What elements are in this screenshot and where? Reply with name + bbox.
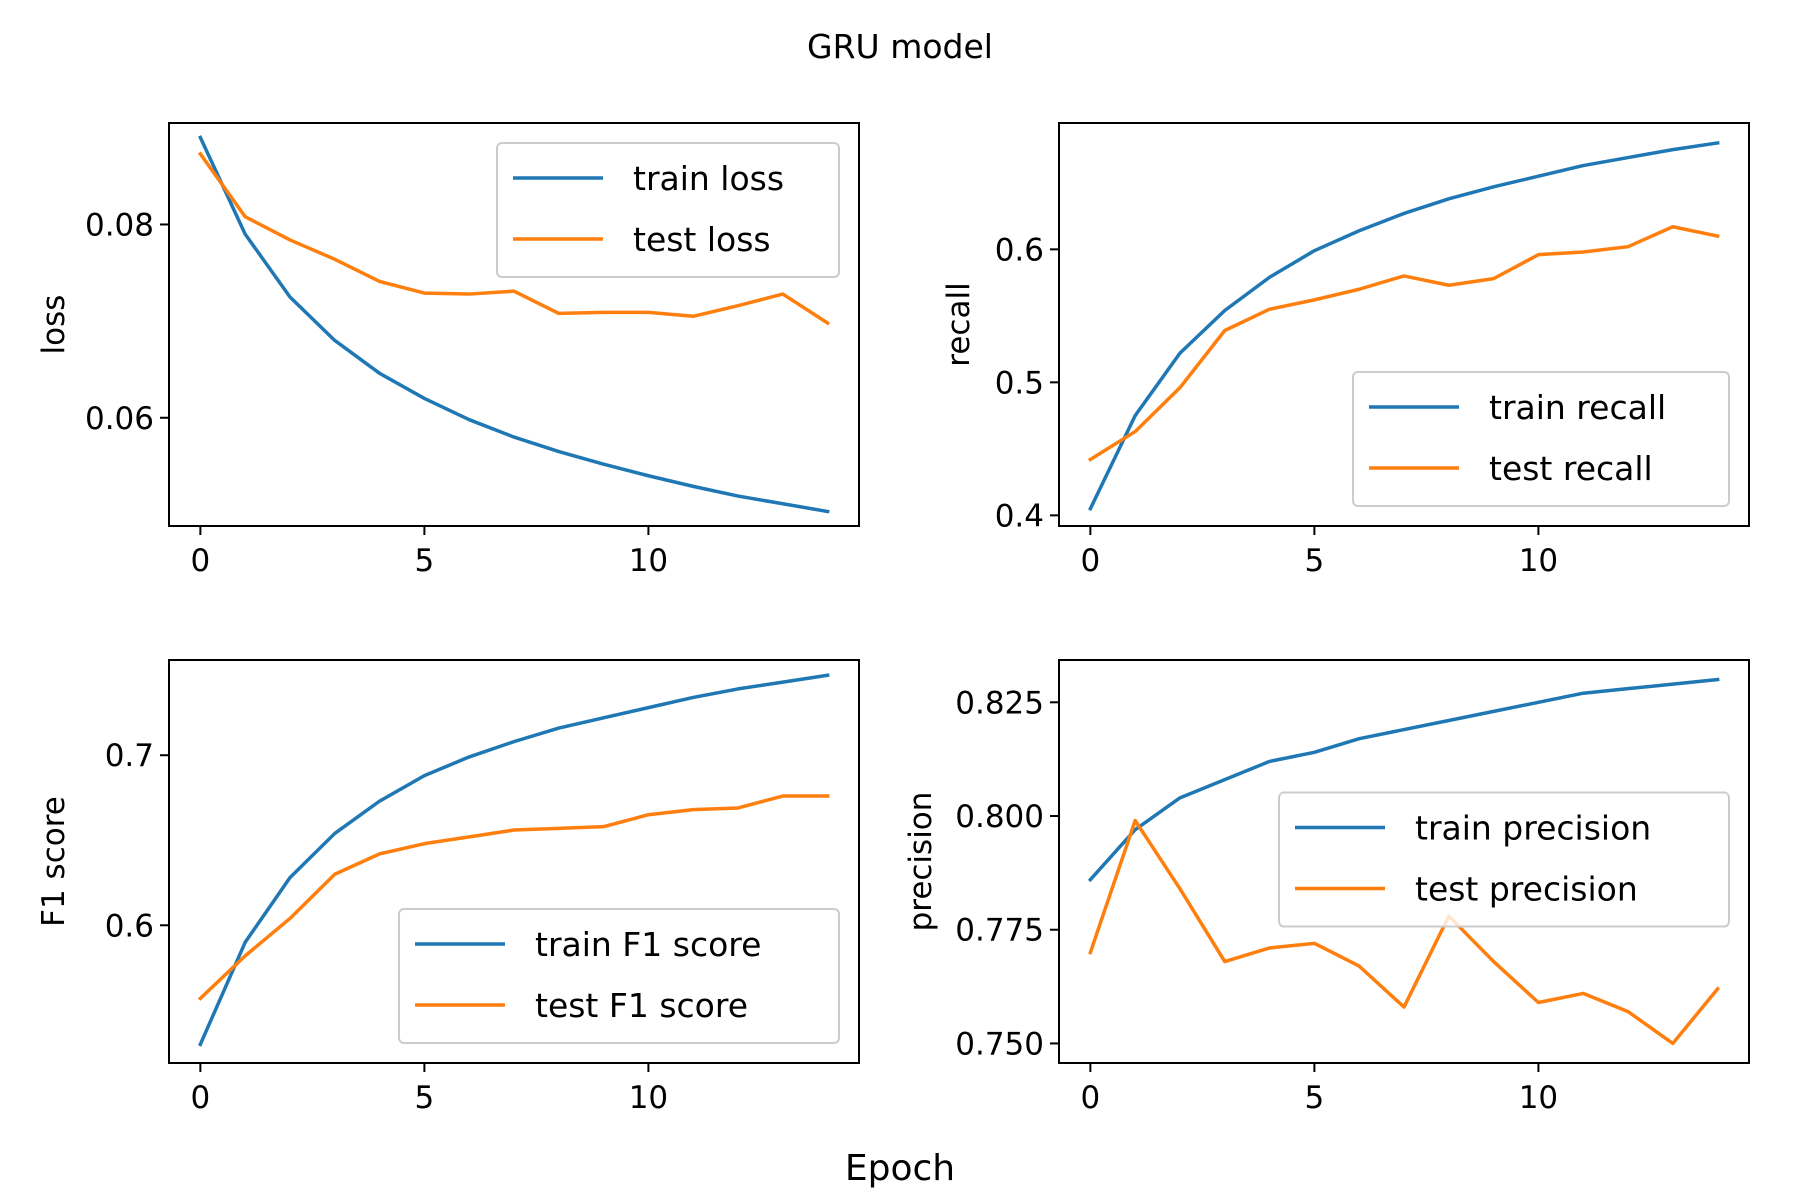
legend: train recall test recall [1352,371,1730,507]
legend-box [1278,791,1730,928]
x-tick-label: 0 [190,1080,210,1116]
y-tick-label: 0.08 [85,207,154,243]
legend-label: train F1 score [535,925,761,964]
legend-label: test F1 score [535,986,748,1025]
legend-box [398,908,840,1044]
series-line-test [1088,818,1721,1046]
y-axis-label: recall [941,282,977,366]
x-tick-label: 0 [190,543,210,579]
series-line-test [197,794,830,1001]
x-tick-label: 5 [1305,543,1325,579]
legend-label: test precision [1415,870,1638,909]
x-tick-label: 10 [1519,543,1558,579]
x-tick-label: 10 [1519,1080,1558,1116]
subplot-recall: 0 5 10 0.4 0.5 0.6 recall train recall test reca… [941,122,1750,579]
y-tick-label: 0.825 [955,685,1044,721]
y-axis-label: loss [36,295,72,355]
y-axis-label: F1 score [36,796,72,927]
y-tick-label: 0.4 [995,498,1044,534]
x-tick-label: 5 [1305,1080,1325,1116]
legend: train loss test loss [496,142,840,278]
legend-label: train precision [1415,809,1651,848]
x-tick-label: 0 [1080,543,1100,579]
x-tick-label: 10 [629,1080,668,1116]
axes-frame [1058,659,1750,1064]
axes-frame [168,122,860,527]
y-tick-label: 0.775 [955,913,1044,949]
series-line-train [198,673,830,1047]
series-line-test [197,151,831,326]
x-tick-label: 5 [415,1080,435,1116]
legend-label: test recall [1489,449,1653,488]
legend-label: train recall [1489,388,1666,427]
figure-title: GRU model [807,27,993,66]
y-tick-label: 0.6 [995,232,1044,268]
y-tick-label: 0.750 [955,1026,1044,1062]
y-tick-label: 0.800 [955,799,1044,835]
y-tick-label: 0.6 [105,908,154,944]
axes-frame [168,659,860,1064]
x-tick-label: 10 [629,543,668,579]
subplot-precision: 0 5 10 0.750 0.775 0.800 0.825 precision train p… [903,659,1750,1116]
y-tick-label: 0.06 [85,401,154,437]
figure-xlabel: Epoch [845,1148,955,1189]
legend-label: test loss [633,220,771,259]
axes-frame [1058,122,1750,527]
series-line-train [198,135,830,514]
legend: train F1 score test F1 score [398,908,840,1044]
x-tick-label: 5 [415,543,435,579]
legend-label: train loss [633,159,784,198]
series-line-test [1087,224,1720,462]
series-line-train [1088,140,1720,512]
y-tick-label: 0.7 [105,738,154,774]
y-tick-label: 0.5 [995,365,1044,401]
series-line-train [1087,677,1720,883]
y-axis-label: precision [903,792,939,932]
x-tick-label: 0 [1080,1080,1100,1116]
legend: train precision test precision [1278,791,1730,928]
subplot-f1-score: 0 5 10 0.6 0.7 F1 score train F1 score test F1 … [36,659,860,1116]
subplot-loss: 0 5 10 0.06 0.08 loss train loss test loss [36,122,860,579]
